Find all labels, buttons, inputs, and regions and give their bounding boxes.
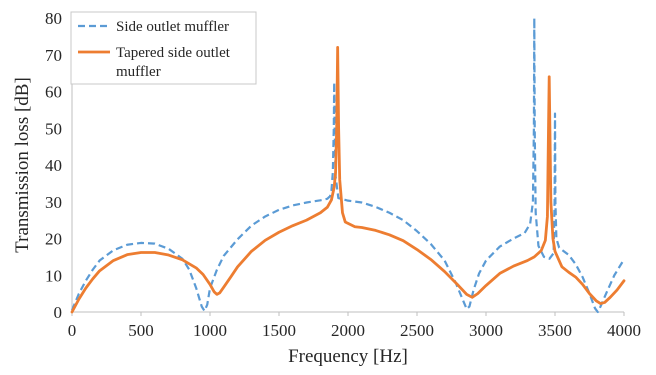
x-tick-label: 1000 [193,321,227,340]
legend-label-tapered-line2: muffler [116,64,161,80]
y-tick-label: 60 [45,83,62,102]
y-tick-label: 80 [45,9,62,28]
series-line-side-outlet-muffler [70,16,625,314]
y-tick-label: 30 [45,193,62,212]
legend-box [70,11,257,85]
y-axis-title: Transmission loss [dB] [12,77,33,253]
legend: Side outlet muffler Tapered side outlet … [70,11,257,85]
x-tick-label: 2500 [400,321,434,340]
axes: 0 500 1000 1500 2000 2500 3000 3500 4000 0 10 20 30 4… [45,9,641,340]
y-tick-label: 10 [45,266,62,285]
y-tick-label: 20 [45,230,62,249]
legend-label-tapered: Tapered side outlet muffler [116,45,234,80]
x-tick-label: 500 [128,321,154,340]
x-tick-label: 3500 [538,321,572,340]
y-tick-label: 70 [45,46,62,65]
x-axis-title: Frequency [Hz] [288,346,408,367]
x-tick-label: 3000 [469,321,503,340]
series-layer [70,16,626,314]
y-tick-label: 0 [54,303,63,322]
series-line-tapered-side-outlet-muffler [70,46,626,314]
x-tick-label: 0 [68,321,77,340]
y-tick-label: 40 [45,156,62,175]
x-tick-label: 1500 [262,321,296,340]
y-tick-label: 50 [45,119,62,138]
legend-label-tapered-line1: Tapered side outlet [116,45,231,61]
x-tick-label: 4000 [607,321,641,340]
x-tick-label: 2000 [331,321,365,340]
legend-label-side-outlet: Side outlet muffler [116,19,229,35]
